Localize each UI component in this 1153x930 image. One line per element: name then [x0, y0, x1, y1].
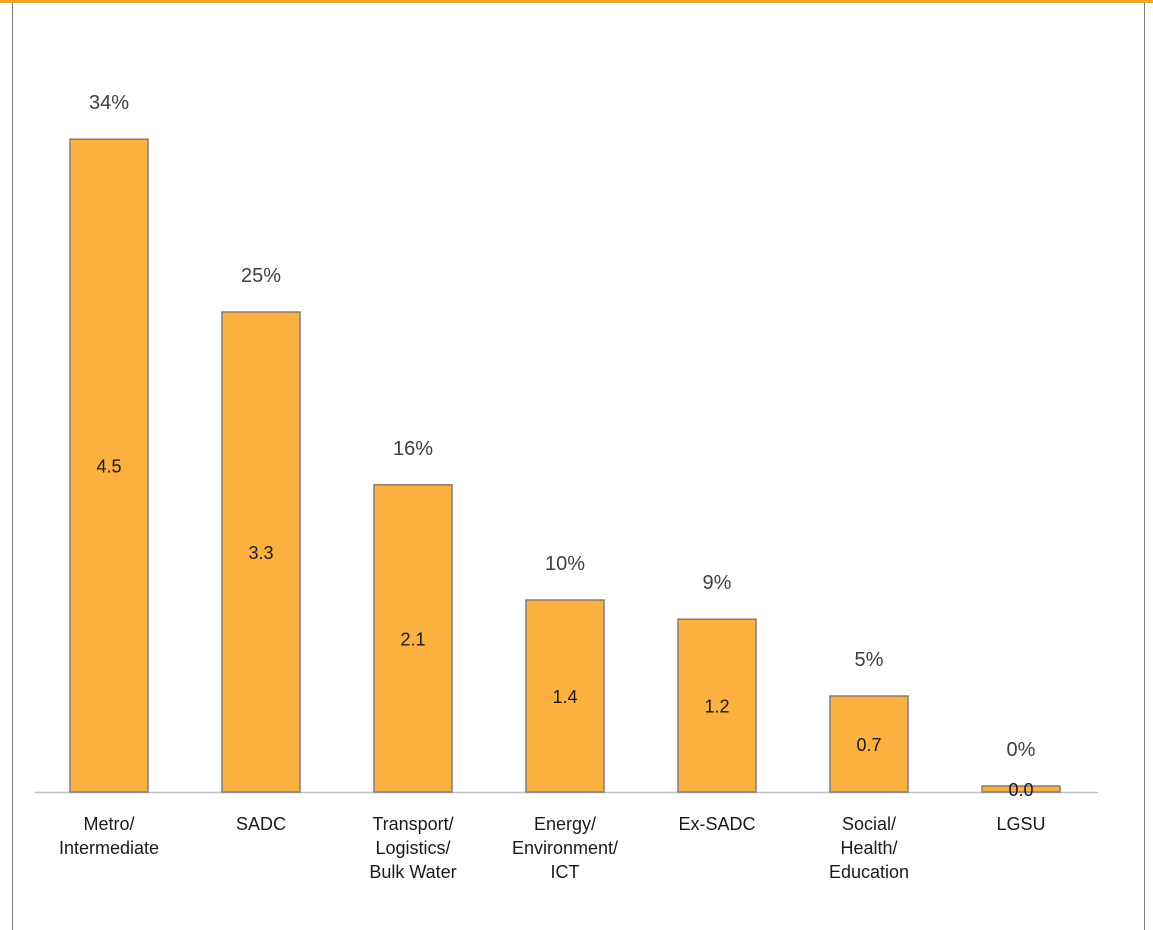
category-label-2-0: Transport/ [372, 814, 453, 834]
category-label-2-2: Bulk Water [369, 862, 456, 882]
percent-label-3: 10% [545, 553, 585, 575]
category-label-2-1: Logistics/ [375, 838, 450, 858]
category-label-1-0: SADC [236, 814, 286, 834]
category-label-3-1: Environment/ [512, 838, 618, 858]
bar-1 [221, 311, 301, 793]
category-label-5-2: Education [829, 862, 909, 882]
bar-0 [69, 138, 149, 793]
value-label-3: 1.4 [552, 687, 577, 707]
category-label-5-1: Health/ [840, 838, 897, 858]
value-label-6: 0.0 [1008, 780, 1033, 800]
right-border [1144, 3, 1145, 930]
category-label-0-1: Intermediate [59, 838, 159, 858]
bar-2 [373, 484, 453, 793]
category-label-6-0: LGSU [996, 814, 1045, 834]
percent-label-6: 0% [1007, 739, 1036, 761]
value-label-2: 2.1 [400, 629, 425, 649]
bar-3 [525, 599, 605, 793]
category-label-4-0: Ex-SADC [678, 814, 755, 834]
category-label-0-0: Metro/ [83, 814, 134, 834]
percent-label-2: 16% [393, 438, 433, 460]
percent-label-0: 34% [89, 92, 129, 114]
percent-label-5: 5% [855, 649, 884, 671]
bar-4 [677, 618, 757, 793]
value-label-5: 0.7 [856, 735, 881, 755]
top-accent-border [0, 0, 1153, 3]
value-label-0: 4.5 [96, 457, 121, 477]
left-border [12, 3, 13, 930]
percent-label-1: 25% [241, 265, 281, 287]
value-label-1: 3.3 [248, 543, 273, 563]
category-label-3-0: Energy/ [534, 814, 596, 834]
category-label-3-2: ICT [551, 862, 580, 882]
value-label-4: 1.2 [704, 697, 729, 717]
percent-label-4: 9% [703, 572, 732, 594]
category-label-5-0: Social/ [842, 814, 896, 834]
bar-5 [829, 695, 909, 793]
bar-6 [981, 785, 1061, 793]
